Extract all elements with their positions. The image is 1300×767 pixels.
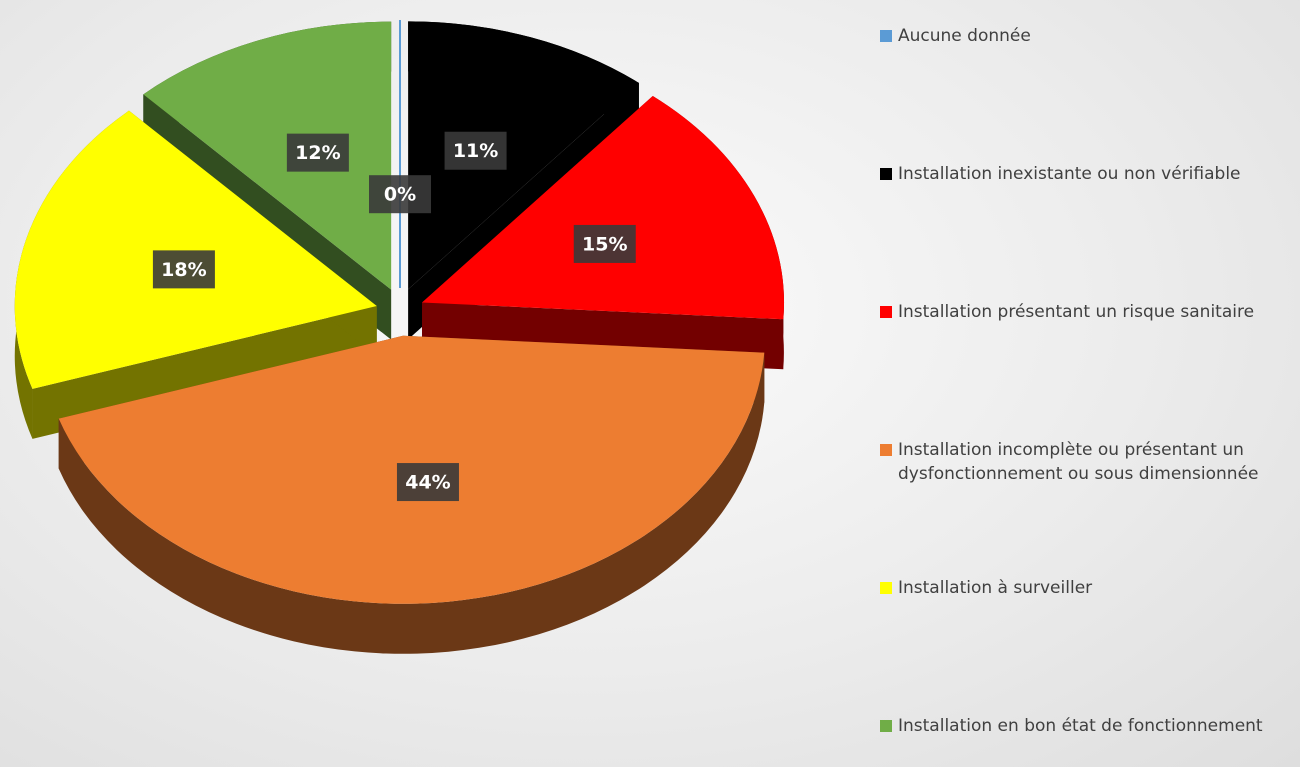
data-label-box [369,175,431,214]
legend-swatch [880,168,892,180]
legend-swatch [880,306,892,318]
data-label: 44% [405,472,450,494]
legend-swatch [880,30,892,42]
data-label-box [152,250,215,289]
data-label: 12% [295,142,340,164]
legend-swatch [880,720,892,732]
legend-item: Aucune donnée [880,24,1295,48]
legend-label: Installation en bon état de fonctionneme… [898,716,1263,736]
legend-label: Installation inexistante ou non vérifiab… [898,164,1241,184]
legend-label: Installation présentant un risque sanita… [898,302,1255,322]
slice [408,21,639,290]
data-label-box [286,133,349,172]
chart: 0% 11% 15% 44% 18% 12% [14,20,785,654]
legend-item: Installation incomplète ou présentant un… [880,438,1295,486]
slice [143,21,392,290]
slice-side [58,352,765,654]
legend-swatch [880,582,892,594]
legend-item: Installation en bon état de fonctionneme… [880,714,1295,738]
slice [422,95,785,320]
data-label-box [573,224,636,263]
slice [14,110,377,389]
data-label: 0% [384,184,416,206]
legend-item: Installation à surveiller [880,576,1295,600]
data-label: 18% [161,259,206,281]
legend-item: Installation inexistante ou non vérifiab… [880,162,1295,186]
legend-label: Installation incomplète ou présentant un… [898,440,1259,484]
data-label: 11% [453,140,498,162]
legend-label: Aucune donnée [898,26,1031,46]
data-label-box [396,463,459,502]
legend-swatch [880,444,892,456]
legend: Aucune donnée Installation inexistante ou… [880,0,1300,767]
legend-label: Installation à surveiller [898,578,1093,598]
data-label: 15% [582,233,627,255]
data-label-box [444,131,507,170]
legend-item: Installation présentant un risque sanita… [880,300,1295,324]
